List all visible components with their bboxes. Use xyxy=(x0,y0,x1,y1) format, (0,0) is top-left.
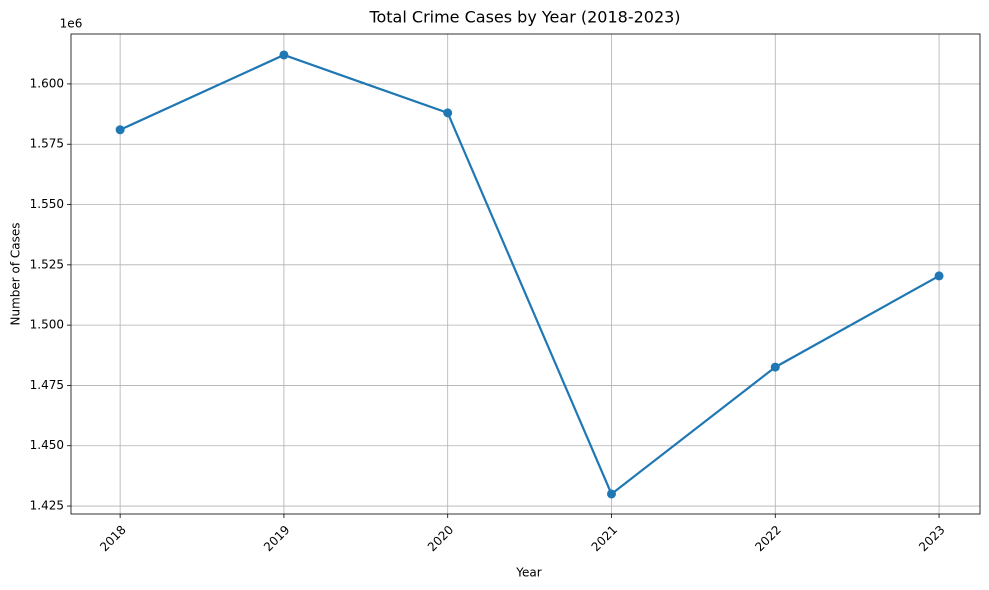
x-tick-label: 2021 xyxy=(589,523,620,554)
x-tick-label: 2019 xyxy=(261,523,292,554)
data-point xyxy=(115,125,125,135)
plot-frame xyxy=(70,33,981,515)
y-tick-label: 1.500 xyxy=(30,318,64,332)
y-tick-label: 1.450 xyxy=(30,438,64,452)
chart-title: Total Crime Cases by Year (2018-2023) xyxy=(368,8,680,27)
data-point xyxy=(279,50,289,60)
x-tick-label: 2023 xyxy=(916,523,947,554)
x-axis-label: Year xyxy=(515,566,541,580)
y-tick-label: 1.550 xyxy=(30,197,64,211)
x-tick-label: 2018 xyxy=(97,523,128,554)
y-tick-label: 1.475 xyxy=(30,378,64,392)
line-series xyxy=(119,53,940,496)
data-point xyxy=(606,489,616,499)
data-point xyxy=(443,108,453,118)
y-offset-label: 1e6 xyxy=(60,17,83,31)
x-tick-label: 2022 xyxy=(752,523,783,554)
x-tick-label: 2020 xyxy=(425,523,456,554)
y-tick-label: 1.600 xyxy=(30,76,64,90)
data-point xyxy=(934,271,944,281)
data-point xyxy=(770,362,780,372)
y-tick-label: 1.425 xyxy=(30,499,64,513)
y-tick-label: 1.525 xyxy=(30,257,64,271)
y-axis-label: Number of Cases xyxy=(9,222,23,325)
y-tick-label: 1.575 xyxy=(30,137,64,151)
